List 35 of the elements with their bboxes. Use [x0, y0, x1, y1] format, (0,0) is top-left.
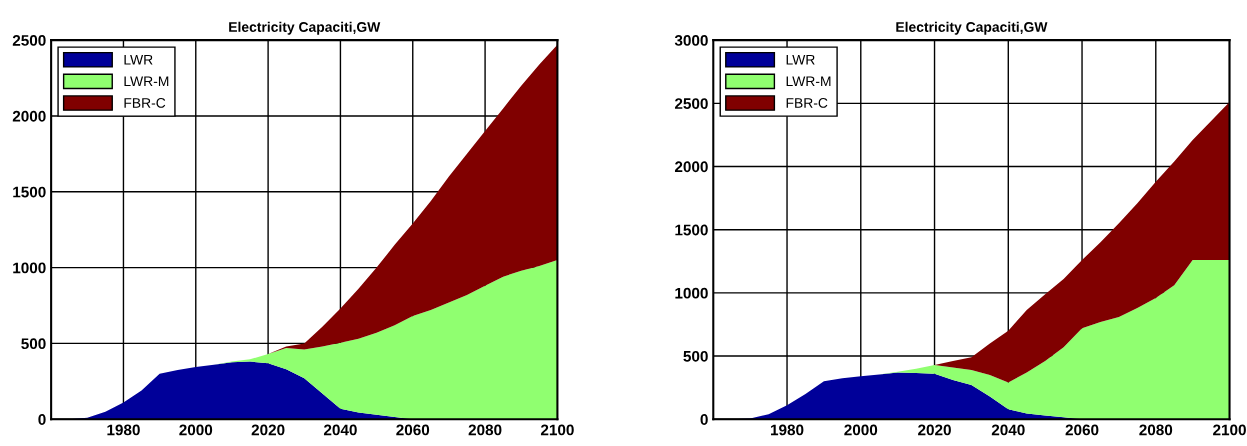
x-tick-label: 1980	[771, 424, 804, 436]
x-tick-label: 1980	[107, 424, 140, 436]
y-tick-label: 0	[700, 414, 708, 425]
x-tick-label: 2000	[179, 424, 213, 436]
y-tick-label: 500	[21, 338, 46, 350]
x-tick-label: 2040	[991, 424, 1025, 436]
y-tick-label: 1000	[13, 262, 46, 274]
legend-label: FBR-C	[786, 98, 828, 108]
y-tick-label: 0	[38, 414, 46, 425]
legend-label: FBR-C	[124, 98, 166, 108]
x-tick-label: 2060	[1065, 424, 1099, 436]
legend-label: LWR-M	[124, 76, 169, 87]
y-tick-label: 1500	[13, 186, 46, 198]
y-tick-label: 500	[683, 350, 708, 362]
x-tick-label: 2100	[540, 424, 574, 436]
x-tick-label: 2060	[396, 424, 430, 436]
y-tick-label: 1000	[675, 287, 708, 299]
y-tick-label: 3000	[674, 35, 708, 46]
legend-label: LWR	[124, 54, 153, 65]
x-tick-label: 2080	[1139, 424, 1173, 436]
y-tick-label: 1500	[675, 224, 708, 236]
y-tick-label: 2000	[12, 110, 46, 122]
chart-title: Electricity Capaciti,GW	[229, 21, 381, 35]
x-tick-label: 2020	[251, 424, 285, 436]
y-tick-label: 2500	[674, 98, 708, 110]
y-tick-label: 2500	[12, 35, 46, 46]
legend-label: LWR	[786, 54, 815, 65]
x-tick-label: 2020	[918, 424, 951, 436]
x-tick-label: 2000	[844, 424, 878, 436]
x-tick-label: 2100	[1213, 424, 1246, 436]
x-tick-label: 2040	[323, 424, 357, 436]
chart-title: Electricity Capaciti,GW	[896, 21, 1048, 35]
x-tick-label: 2080	[468, 424, 502, 436]
y-tick-label: 2000	[674, 161, 708, 173]
legend-label: LWR-M	[786, 76, 831, 87]
